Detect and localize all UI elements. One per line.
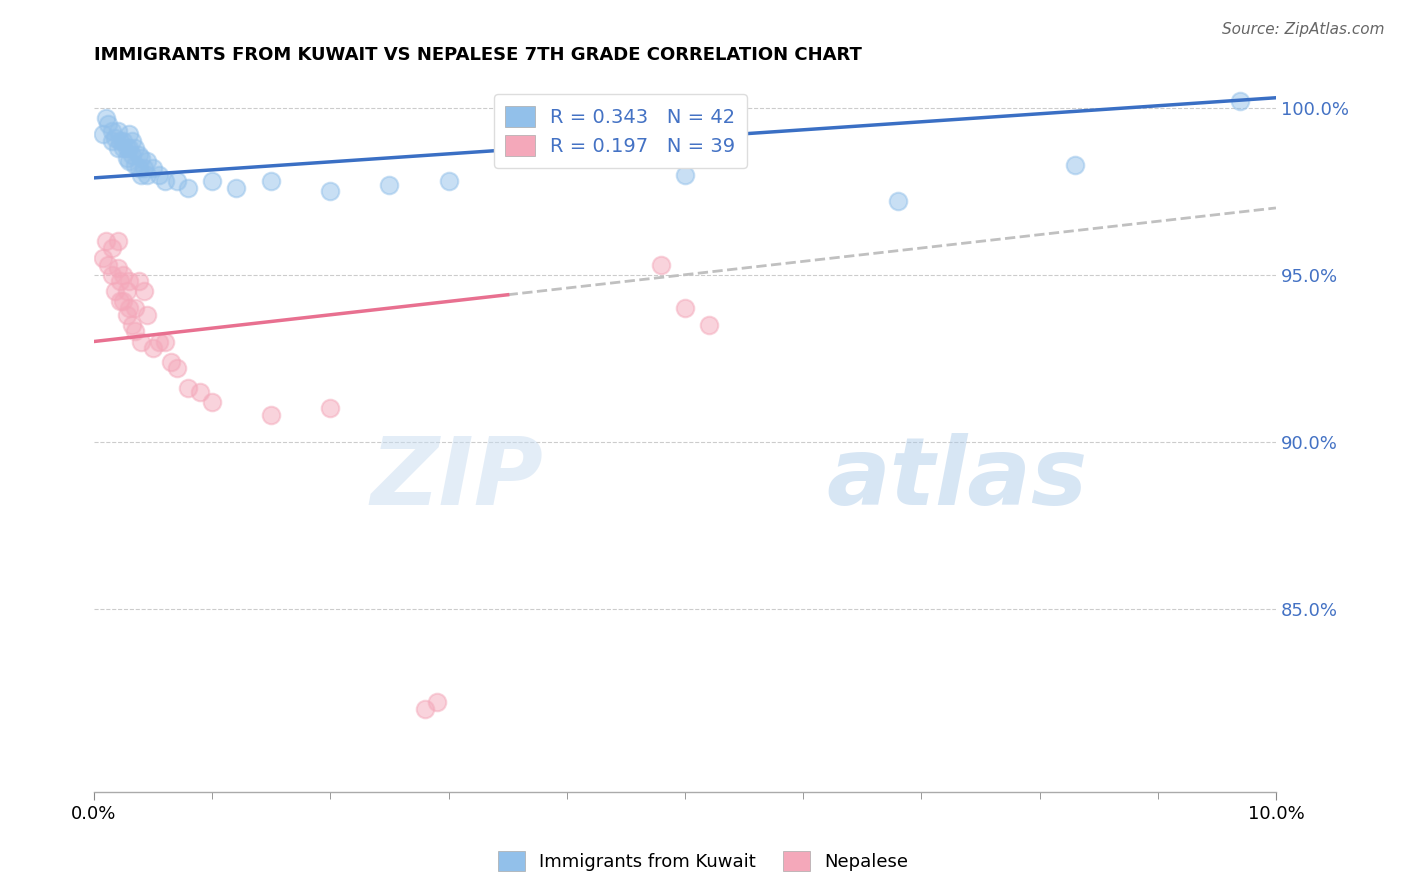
Point — [136, 308, 159, 322]
Point — [201, 394, 224, 409]
Legend: R = 0.343   N = 42, R = 0.197   N = 39: R = 0.343 N = 42, R = 0.197 N = 39 — [494, 95, 747, 168]
Point — [115, 285, 138, 299]
Point — [118, 301, 141, 315]
Point — [97, 118, 120, 132]
Point — [107, 235, 129, 249]
Point — [124, 325, 146, 339]
Point — [128, 147, 150, 161]
Point — [108, 294, 131, 309]
Point — [413, 702, 436, 716]
Point — [886, 194, 908, 209]
Point — [129, 151, 152, 165]
Point — [132, 161, 155, 175]
Point — [93, 128, 115, 142]
Point — [107, 124, 129, 138]
Point — [121, 134, 143, 148]
Point — [201, 174, 224, 188]
Point — [148, 168, 170, 182]
Point — [108, 274, 131, 288]
Point — [121, 147, 143, 161]
Point — [673, 168, 696, 182]
Point — [118, 274, 141, 288]
Point — [673, 301, 696, 315]
Point — [112, 134, 135, 148]
Text: ZIP: ZIP — [370, 434, 543, 525]
Point — [426, 695, 449, 709]
Point — [124, 157, 146, 171]
Point — [100, 268, 122, 282]
Point — [225, 181, 247, 195]
Point — [650, 258, 672, 272]
Point — [136, 154, 159, 169]
Point — [129, 334, 152, 349]
Point — [115, 308, 138, 322]
Point — [100, 241, 122, 255]
Point — [112, 141, 135, 155]
Point — [104, 285, 127, 299]
Point — [93, 251, 115, 265]
Point — [153, 334, 176, 349]
Point — [319, 184, 342, 198]
Point — [319, 401, 342, 416]
Point — [129, 168, 152, 182]
Point — [112, 268, 135, 282]
Point — [142, 341, 165, 355]
Point — [97, 258, 120, 272]
Point — [142, 161, 165, 175]
Point — [100, 134, 122, 148]
Text: Source: ZipAtlas.com: Source: ZipAtlas.com — [1222, 22, 1385, 37]
Point — [115, 141, 138, 155]
Point — [118, 154, 141, 169]
Point — [128, 274, 150, 288]
Point — [148, 334, 170, 349]
Point — [94, 235, 117, 249]
Point — [437, 174, 460, 188]
Point — [100, 124, 122, 138]
Point — [94, 111, 117, 125]
Point — [166, 174, 188, 188]
Text: atlas: atlas — [827, 434, 1088, 525]
Point — [118, 128, 141, 142]
Point — [177, 381, 200, 395]
Point — [1229, 94, 1251, 108]
Point — [112, 294, 135, 309]
Point — [107, 141, 129, 155]
Point — [121, 318, 143, 332]
Point — [260, 174, 283, 188]
Point — [136, 168, 159, 182]
Point — [118, 141, 141, 155]
Point — [153, 174, 176, 188]
Point — [166, 361, 188, 376]
Point — [132, 285, 155, 299]
Legend: Immigrants from Kuwait, Nepalese: Immigrants from Kuwait, Nepalese — [491, 844, 915, 879]
Point — [188, 384, 211, 399]
Point — [260, 408, 283, 422]
Point — [124, 141, 146, 155]
Point — [159, 354, 181, 368]
Point — [378, 178, 401, 192]
Point — [115, 151, 138, 165]
Point — [177, 181, 200, 195]
Point — [104, 131, 127, 145]
Text: IMMIGRANTS FROM KUWAIT VS NEPALESE 7TH GRADE CORRELATION CHART: IMMIGRANTS FROM KUWAIT VS NEPALESE 7TH G… — [94, 46, 862, 64]
Point — [1064, 157, 1087, 171]
Point — [108, 134, 131, 148]
Point — [107, 260, 129, 275]
Point — [128, 161, 150, 175]
Point — [124, 301, 146, 315]
Point — [697, 318, 720, 332]
